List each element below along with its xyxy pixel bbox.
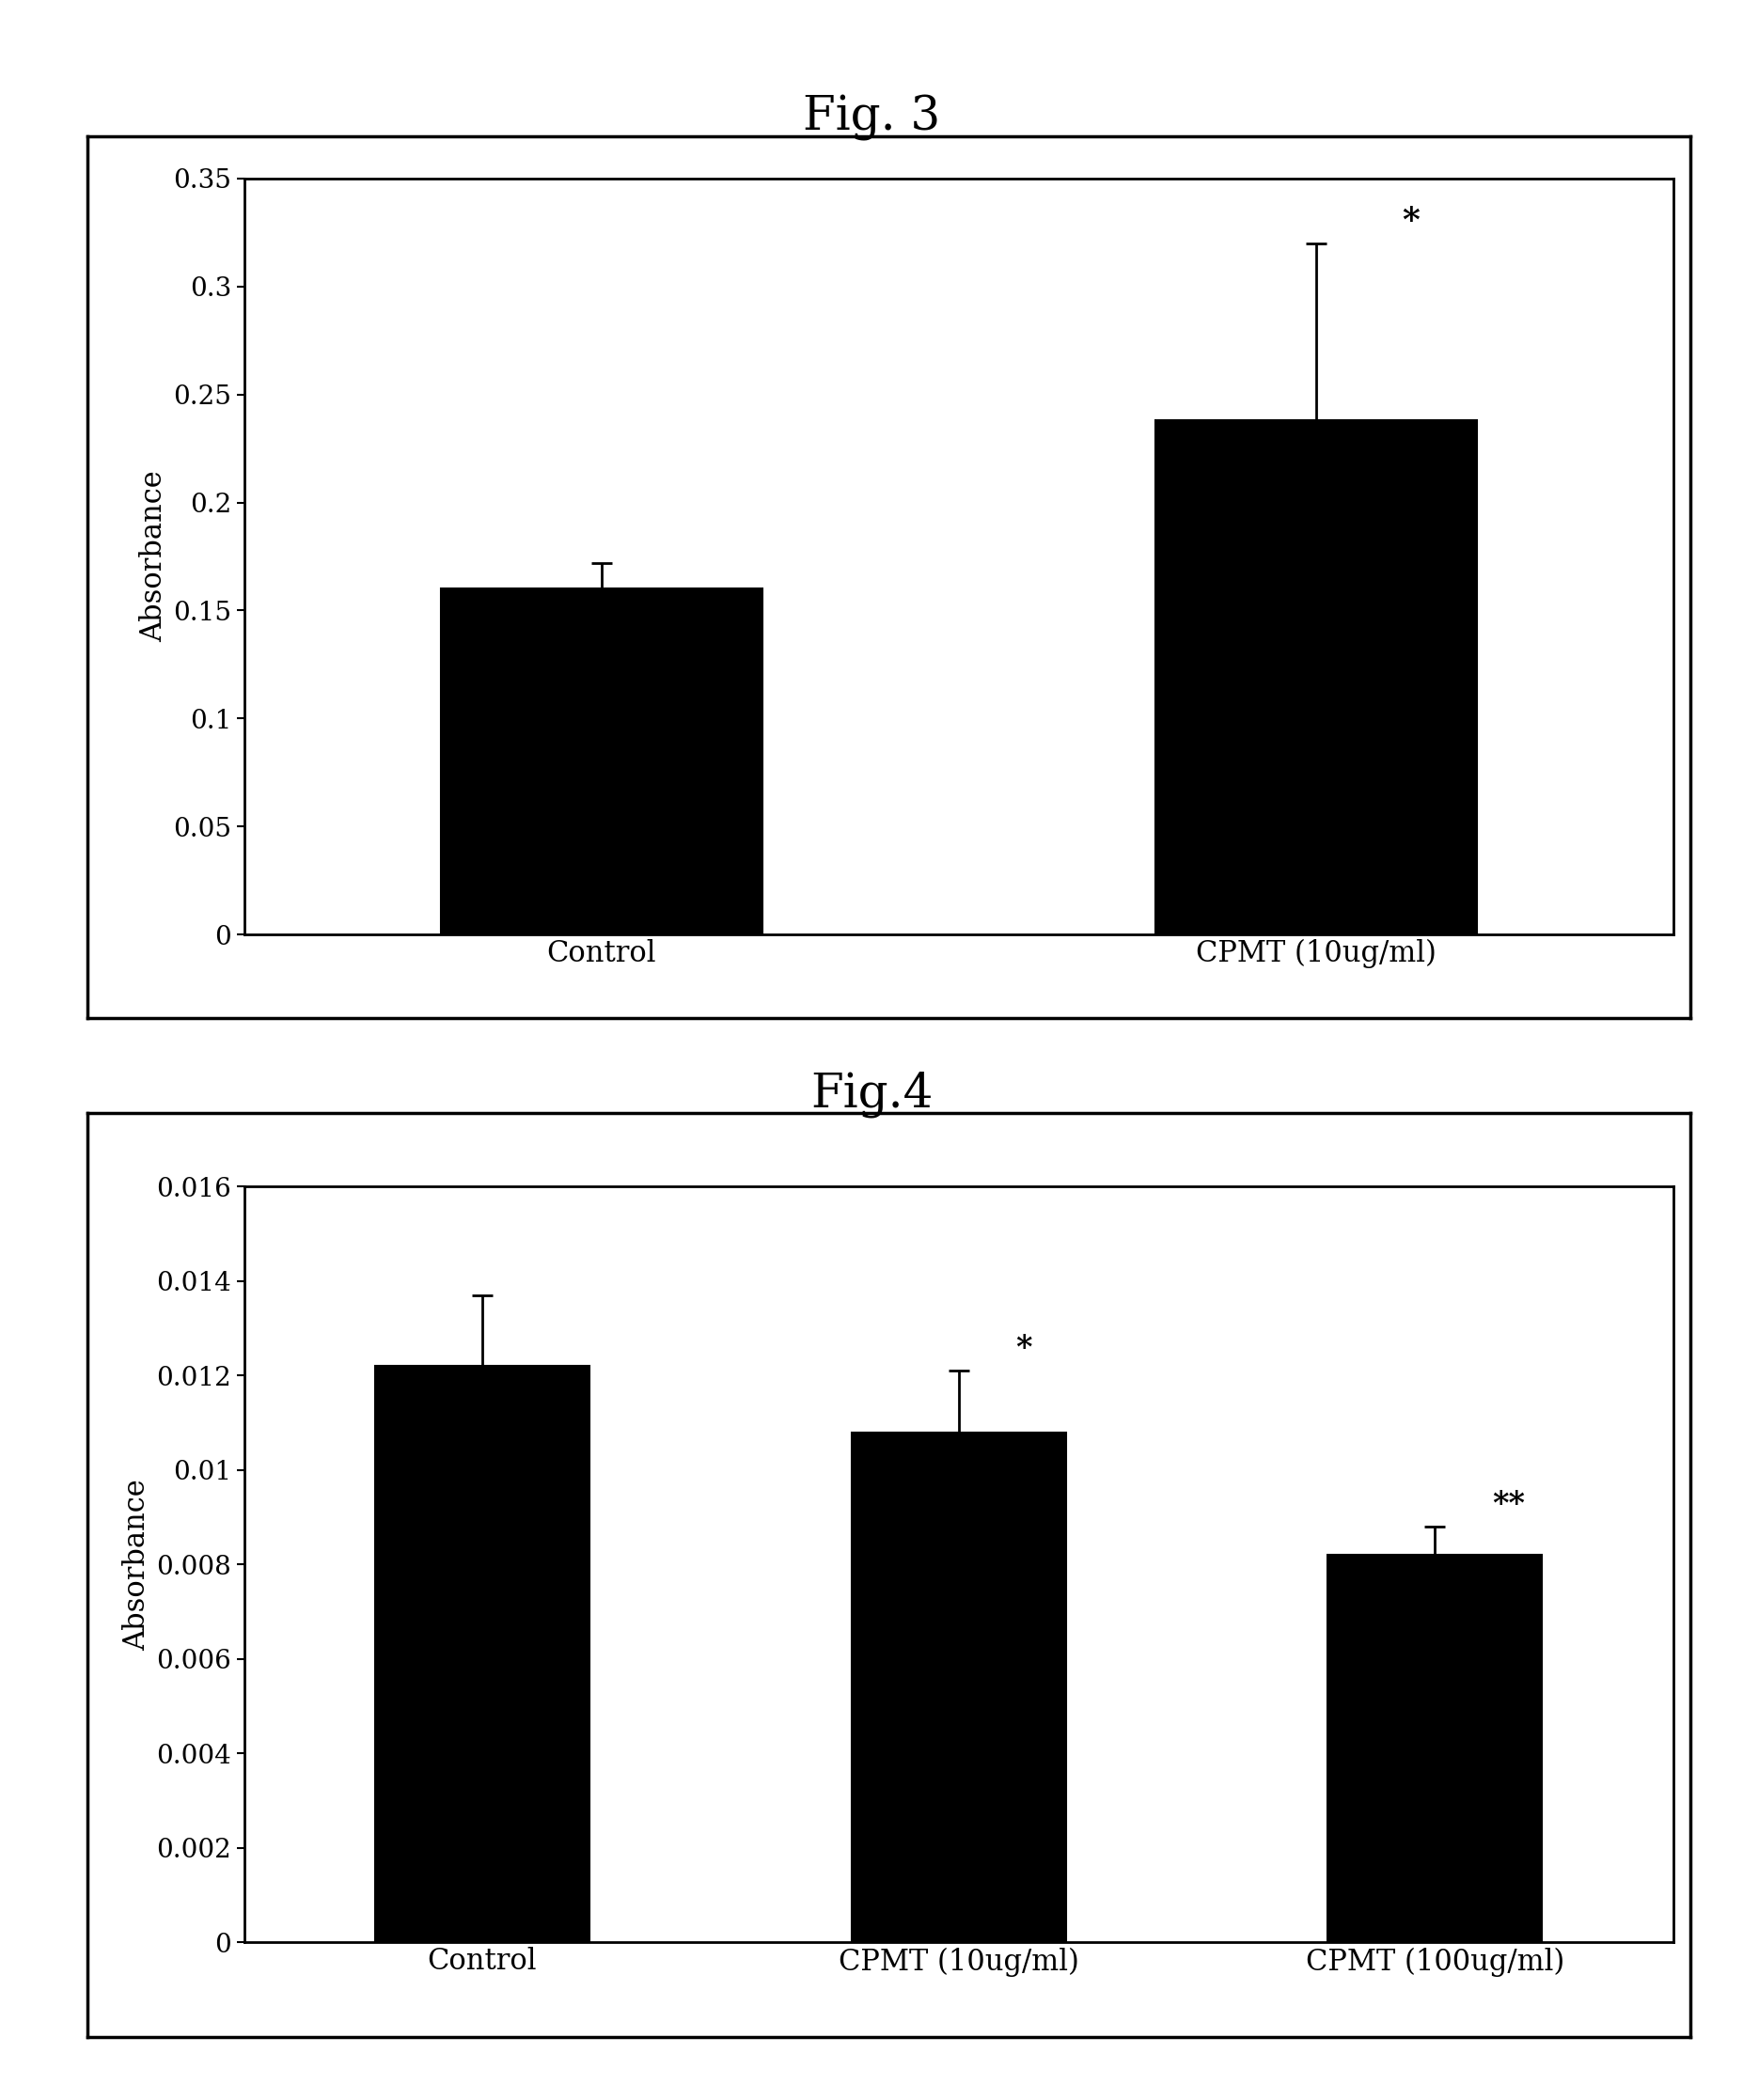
Text: Fig.4: Fig.4 [810,1071,933,1117]
Text: Fig. 3: Fig. 3 [804,94,939,141]
Bar [1328,1554,1543,1943]
Y-axis label: Absorbance: Absorbance [122,1478,152,1651]
Text: **: ** [1492,1489,1525,1520]
Text: *: * [1401,206,1419,237]
Bar [375,1365,589,1943]
Y-axis label: Absorbance: Absorbance [139,470,167,643]
Text: *: * [1016,1334,1032,1363]
Bar [1156,420,1476,935]
Bar [441,588,762,935]
Bar [851,1432,1065,1943]
